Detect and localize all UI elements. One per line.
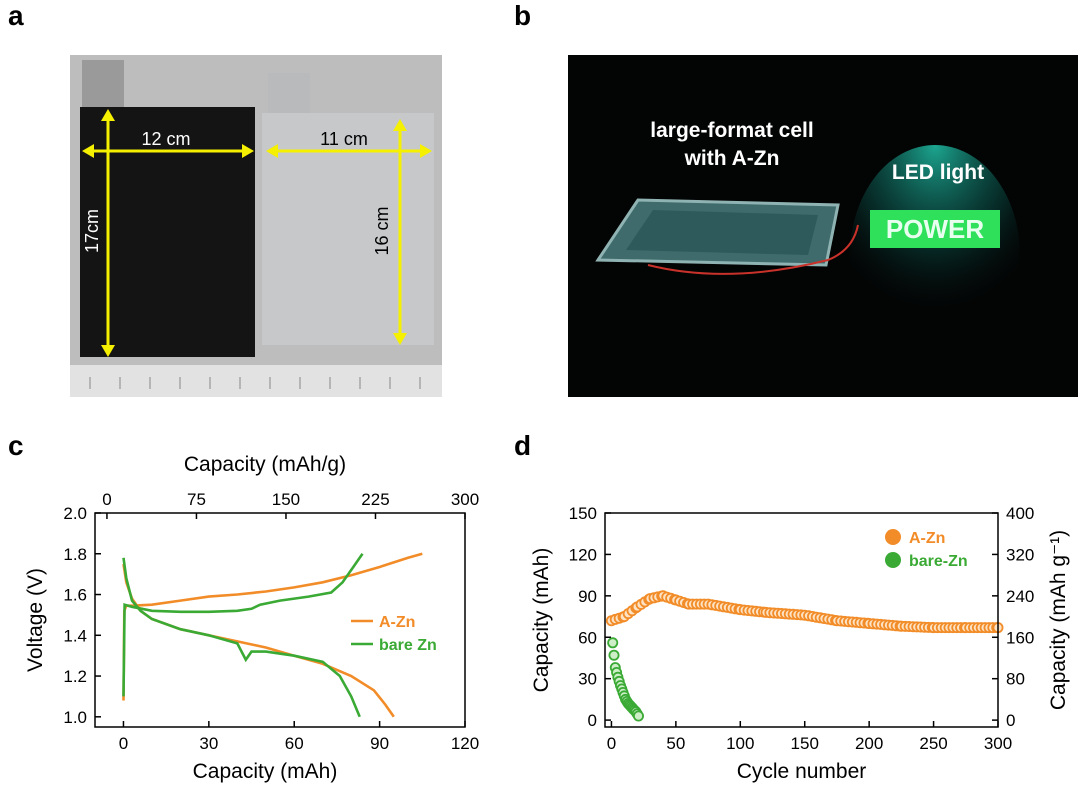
led-panel — [870, 210, 1000, 248]
top-tick-label: 75 — [187, 490, 206, 509]
legend-swatch — [885, 552, 901, 568]
legend-swatch — [885, 529, 901, 545]
right-tick-label: 240 — [1006, 587, 1034, 606]
panel-label-d: d — [514, 430, 532, 461]
top-tick-label: 300 — [451, 490, 479, 509]
red-wire — [647, 224, 859, 275]
cell-label-line1: large-format cell — [650, 119, 813, 142]
voltage-capacity-chart: 0 30 60 90 120 0 75 150 225 300 1.0 1.2 1.4 1.6 1.8 2.0… — [24, 453, 479, 783]
y-tick-label: 120 — [569, 545, 597, 564]
panel-label-a: a — [8, 0, 24, 31]
x-tick-label: 60 — [285, 734, 304, 753]
series-line-discharge — [122, 557, 361, 718]
x-tick-label: 90 — [370, 734, 389, 753]
y-tick-label: 1.0 — [63, 708, 87, 727]
x-tick-label: 50 — [666, 734, 685, 753]
dimension-width-right: 11 cm — [320, 129, 368, 149]
dimension-width-left: 12 cm — [141, 129, 190, 149]
x-tick-label: 30 — [199, 734, 218, 753]
y-tick-label: 2.0 — [63, 504, 87, 523]
cell-window — [626, 210, 818, 255]
top-tick-label: 0 — [102, 490, 111, 509]
panel-label-b: b — [514, 0, 532, 31]
led-photo: POWER large-format cell with A-Zn LED li… — [568, 55, 1078, 397]
right-tick-label: 400 — [1006, 504, 1034, 523]
ruler — [70, 365, 442, 397]
y-tick-label: 90 — [578, 587, 597, 606]
led-glow — [850, 145, 1020, 365]
right-tick-label: 320 — [1006, 545, 1034, 564]
series-line-charge — [122, 553, 364, 697]
y-tick-label: 1.8 — [63, 545, 87, 564]
tab-right — [268, 73, 310, 118]
x-tick-label: 300 — [984, 734, 1012, 753]
y-axis-label: Capacity (mAh) — [530, 548, 553, 693]
y-tick-label: 1.6 — [63, 586, 87, 605]
cell-label-line2: with A-Zn — [684, 147, 780, 170]
y-tick-label: 1.2 — [63, 667, 87, 686]
ruler-ticks — [89, 377, 421, 389]
data-point — [633, 710, 645, 722]
dimension-arrows — [82, 109, 432, 357]
led-label: LED light — [892, 161, 984, 184]
x-tick-label: 0 — [607, 734, 616, 753]
top-axis-label: Capacity (mAh/g) — [184, 453, 346, 476]
y-tick-label: 60 — [578, 628, 597, 647]
right-tick-label: 0 — [1006, 711, 1015, 730]
legend-label: A-Zn — [379, 614, 415, 631]
panel-label-c: c — [8, 430, 24, 461]
electrode-photo: 12 cm 17cm 11 cm 16 cm — [70, 55, 442, 397]
dimension-height-left: 17cm — [82, 209, 102, 253]
cycling-chart: 0 50 100 150 200 250 300 0 30 60 90 120 150 0 80 160 240… — [530, 504, 1070, 783]
series-line-charge — [122, 552, 423, 701]
y-tick-label: 30 — [578, 670, 597, 689]
right-tick-label: 160 — [1006, 628, 1034, 647]
x-tick-label: 200 — [855, 734, 883, 753]
x-tick-label: 0 — [119, 734, 128, 753]
series-line-discharge — [122, 563, 395, 718]
plot-frame — [94, 512, 466, 728]
x-tick-label: 250 — [919, 734, 947, 753]
legend-label: bare-Zn — [909, 553, 968, 570]
y-tick-label: 0 — [588, 711, 597, 730]
right-axis-label: Capacity (mAh g⁻¹) — [1047, 530, 1070, 710]
y-tick-label: 1.4 — [63, 626, 87, 645]
data-point — [607, 637, 619, 649]
y-tick-label: 150 — [569, 504, 597, 523]
x-axis-label: Capacity (mAh) — [193, 760, 338, 783]
dimension-height-right: 16 cm — [372, 206, 392, 255]
plot-frame — [604, 512, 999, 728]
x-axis-label: Cycle number — [737, 760, 867, 783]
right-tick-label: 80 — [1006, 670, 1025, 689]
tab-left — [82, 60, 124, 110]
x-tick-label: 150 — [791, 734, 819, 753]
led-text: POWER — [886, 214, 984, 244]
y-axis-label: Voltage (V) — [24, 568, 47, 672]
data-point — [608, 649, 620, 661]
top-tick-label: 225 — [361, 490, 389, 509]
legend-label: A-Zn — [909, 530, 945, 547]
x-tick-label: 120 — [451, 734, 479, 753]
x-tick-label: 100 — [726, 734, 754, 753]
top-tick-label: 150 — [272, 490, 300, 509]
legend-label: bare Zn — [379, 637, 437, 654]
